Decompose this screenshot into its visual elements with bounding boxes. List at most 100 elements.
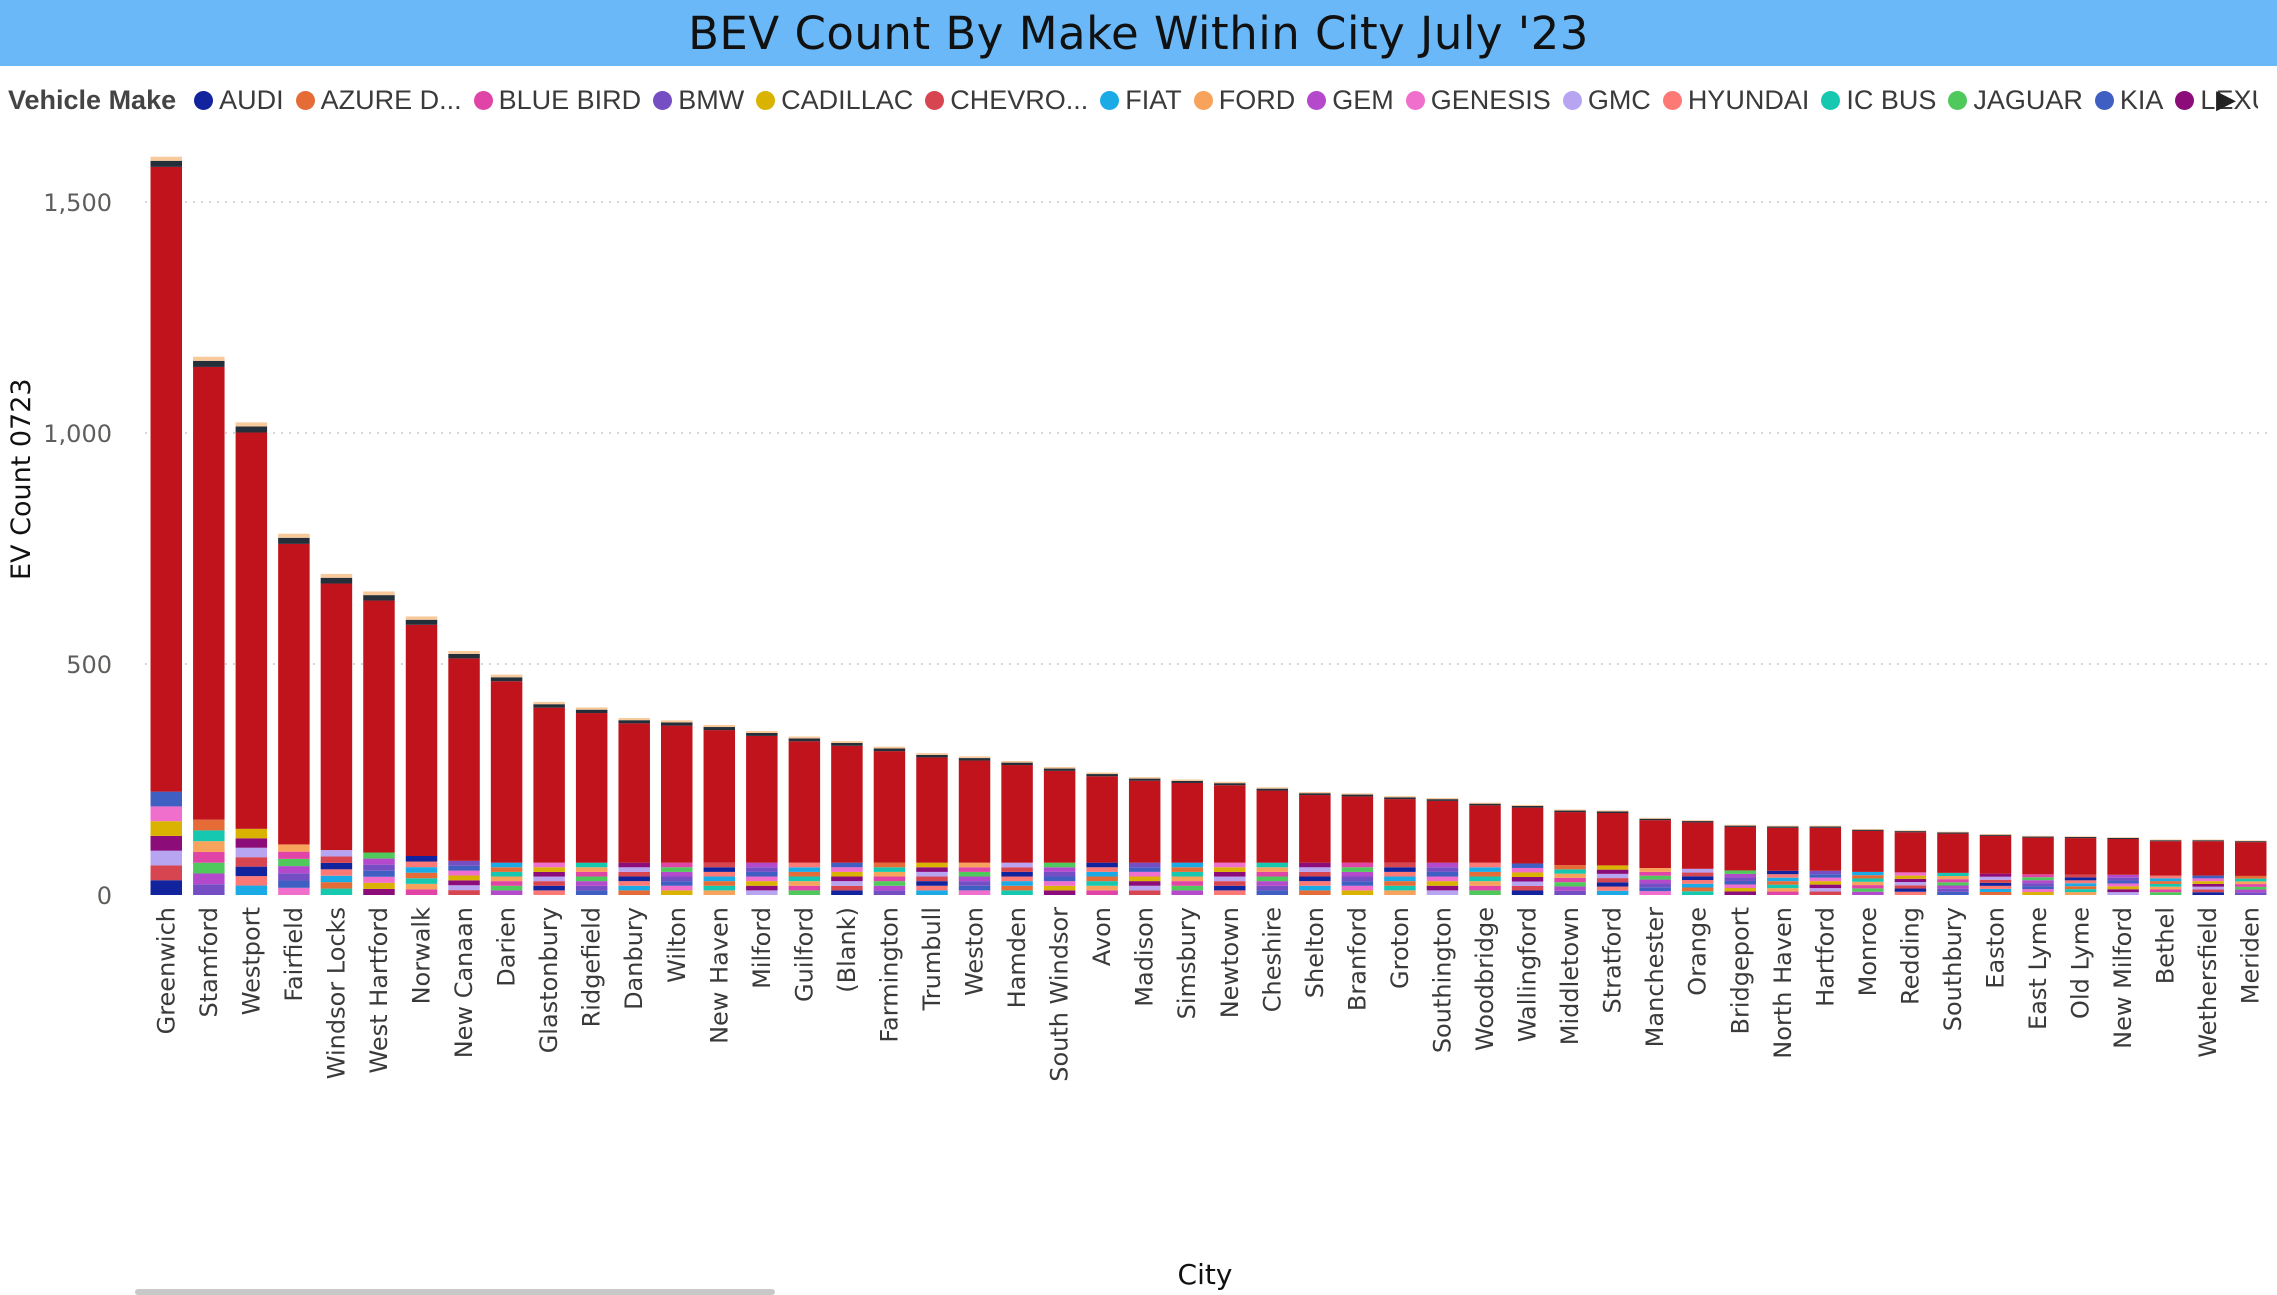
bar-segment bbox=[363, 876, 395, 883]
bar-segment bbox=[2107, 892, 2139, 895]
x-tick-label: Avon bbox=[1088, 907, 1116, 966]
x-tick-label: Darien bbox=[493, 907, 521, 987]
bar-segment bbox=[1469, 885, 1501, 891]
bar-segment bbox=[2064, 880, 2097, 884]
bar-segment bbox=[2192, 886, 2224, 890]
bar-segment bbox=[1128, 885, 1161, 891]
bar-chart: 0 500 1,000 1,500 Greenwich Stamford Westport F… bbox=[43, 156, 2272, 1082]
legend-item[interactable]: HYUNDAI bbox=[1662, 85, 1809, 116]
bar-segment bbox=[320, 869, 353, 876]
x-tick-label: Windsor Locks bbox=[322, 907, 350, 1079]
bar-segment bbox=[1554, 882, 1586, 887]
legend-item-label: AZURE D... bbox=[320, 84, 462, 115]
bar-segment bbox=[193, 819, 225, 831]
bar-segment bbox=[1001, 890, 1033, 895]
legend-item-label: FORD bbox=[1218, 84, 1296, 115]
legend-dot-icon bbox=[1821, 90, 1841, 110]
legend-item[interactable]: JAGUAR bbox=[1948, 85, 2083, 116]
bar-segment-main bbox=[1767, 827, 1799, 871]
bar-segment bbox=[2064, 892, 2097, 895]
bar-segment bbox=[1086, 885, 1118, 891]
bar-segment bbox=[1852, 891, 1884, 895]
bar-segment-main bbox=[788, 741, 821, 863]
bar-segment bbox=[661, 871, 693, 877]
bar-segment-main bbox=[1086, 776, 1118, 863]
bar-segment bbox=[1341, 876, 1374, 882]
legend-item[interactable]: BLUE BIRD bbox=[473, 85, 641, 116]
x-tick-label: Ridgefield bbox=[578, 907, 606, 1027]
bar-cap bbox=[193, 356, 225, 361]
legend-item[interactable]: CADILLAC bbox=[756, 85, 913, 116]
legend-dot-icon bbox=[194, 90, 214, 110]
legend-item[interactable]: AUDI bbox=[194, 85, 284, 116]
legend-item[interactable]: LEXUS bbox=[2175, 85, 2258, 116]
bar-segment bbox=[1554, 869, 1586, 874]
bar-segment bbox=[1214, 885, 1246, 891]
bar-segment bbox=[1128, 876, 1161, 882]
bar-cap bbox=[1171, 779, 1203, 781]
legend-item-label: JAGUAR bbox=[1973, 84, 2083, 115]
bar-segment bbox=[363, 852, 395, 859]
bar-segment bbox=[2192, 878, 2224, 882]
y-tick-label: 500 bbox=[66, 651, 112, 679]
bar-cap bbox=[2022, 836, 2054, 838]
legend-item[interactable]: CHEVRO... bbox=[925, 85, 1088, 116]
bar-cap bbox=[1256, 788, 1289, 791]
legend-dot-icon bbox=[1948, 90, 1968, 110]
x-tick-label: Stamford bbox=[195, 907, 223, 1018]
bar-cap bbox=[1852, 828, 1884, 830]
bar-cap bbox=[1341, 794, 1374, 797]
bar-segment-main bbox=[1809, 827, 1842, 871]
horizontal-scrollbar[interactable] bbox=[135, 1289, 775, 1295]
bar-segment-main bbox=[490, 681, 523, 863]
bar-segment bbox=[1852, 888, 1884, 892]
bar-segment bbox=[1937, 888, 1969, 892]
bar-segment bbox=[235, 828, 268, 839]
bar-cap bbox=[1299, 793, 1331, 796]
chevron-right-icon[interactable]: ▶ bbox=[2216, 84, 2236, 114]
bar-segment bbox=[788, 867, 821, 872]
bar-segment-main bbox=[661, 725, 693, 863]
bar-cap bbox=[1001, 762, 1033, 766]
bar-segment bbox=[1681, 887, 1714, 892]
legend-item[interactable]: GMC bbox=[1562, 85, 1651, 116]
bar-segment bbox=[575, 876, 608, 882]
bar-segment bbox=[490, 885, 523, 891]
bar-segment-main bbox=[405, 624, 438, 856]
bar-segment bbox=[746, 871, 778, 877]
bar-segment bbox=[2064, 886, 2097, 890]
bar-segment bbox=[1894, 878, 1927, 883]
bar-segment bbox=[1299, 871, 1331, 877]
bar-segment bbox=[363, 864, 395, 871]
legend-item[interactable]: GEM bbox=[1307, 85, 1394, 116]
bar-segment bbox=[2064, 877, 2097, 881]
bar-segment bbox=[278, 844, 310, 852]
bar-segment bbox=[1937, 879, 1969, 883]
bar-segment-main bbox=[193, 366, 225, 820]
bar-segment-main bbox=[1341, 796, 1374, 863]
bar-cap bbox=[1724, 824, 1756, 826]
bar-segment bbox=[1596, 878, 1629, 883]
x-tick-label: Milford bbox=[748, 907, 776, 989]
legend-item[interactable]: FORD bbox=[1193, 84, 1296, 116]
bar-segment bbox=[2022, 886, 2054, 890]
bar-segment bbox=[2022, 874, 2054, 878]
legend-item[interactable]: BMW bbox=[653, 85, 744, 116]
bar-cap bbox=[1767, 825, 1799, 827]
legend-item[interactable]: FIAT bbox=[1100, 85, 1182, 116]
legend-item[interactable]: KIA bbox=[2094, 84, 2164, 116]
bar-segment bbox=[2107, 874, 2139, 878]
bar-segment bbox=[150, 791, 183, 807]
bar-segment bbox=[1256, 881, 1289, 886]
legend-item[interactable]: GENESIS bbox=[1405, 85, 1551, 116]
legend-item-label: KIA bbox=[2119, 84, 2164, 115]
bar-cap bbox=[831, 743, 863, 746]
bar-cap bbox=[873, 748, 906, 752]
bar-segment bbox=[575, 885, 608, 891]
bar-segment-main bbox=[2234, 842, 2267, 876]
bar-segment bbox=[1937, 891, 1969, 895]
bar-segment bbox=[1171, 862, 1203, 868]
legend-item[interactable]: AZURE D... bbox=[295, 84, 462, 116]
x-tick-label: Hartford bbox=[1811, 907, 1839, 1007]
legend-item[interactable]: IC BUS bbox=[1821, 85, 1936, 116]
